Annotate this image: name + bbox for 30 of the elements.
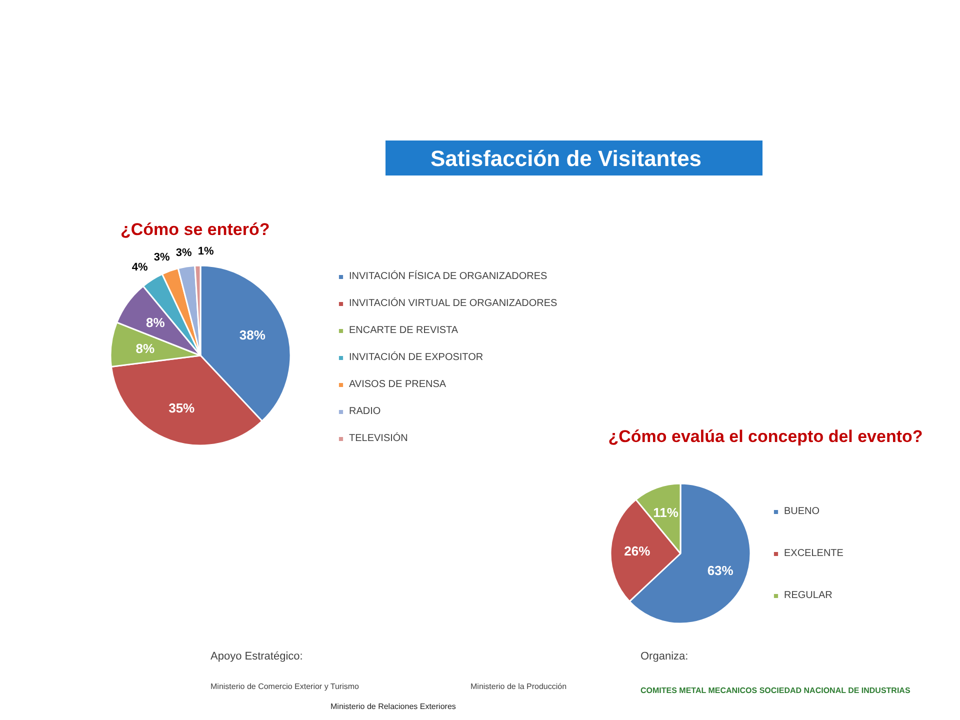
text: Satisfacción de Visitantes (430, 146, 702, 171)
chart-title: ¿Cómo evalúa el concepto del evento? (608, 427, 923, 446)
legend-label: INVITACIÓN VIRTUAL DE ORGANIZADORES (349, 298, 558, 309)
data-label: 4% (132, 262, 148, 274)
legend-label: BUENO (784, 506, 820, 517)
text: Apoyo Estratégico: (210, 650, 303, 662)
legend-label: ENCARTE DE REVISTA (349, 325, 458, 336)
data-label: 8% (146, 315, 166, 330)
text: Ministerio de Comercio Exterior y Turismo (210, 682, 360, 691)
data-label: 1% (198, 246, 214, 258)
data-label: 63% (707, 563, 734, 578)
data-label: 3% (176, 246, 192, 259)
text: COMITES METAL MECANICOS SOCIEDAD NACIONAL DE INDUSTRIAS (640, 686, 911, 695)
legend-label: AVISOS DE PRENSA (349, 379, 446, 390)
data-label: 35% (168, 400, 196, 416)
legend-label: INVITACIÓN DE EXPOSITOR (349, 352, 484, 363)
legend-label: RADIO (349, 406, 381, 417)
legend-label: REGULAR (784, 590, 832, 601)
legend-label: EXCELENTE (784, 548, 844, 559)
legend-label: INVITACIÓN FÍSICA DE ORGANIZADORES (349, 271, 548, 282)
data-label: 26% (624, 543, 651, 558)
legend-label: TELEVISIÓN (349, 433, 408, 444)
text: Organiza: (640, 650, 688, 662)
text: Ministerio de Relaciones Exteriores (330, 702, 456, 711)
chart-title: ¿Cómo se enteró? (120, 220, 270, 239)
data-label: 11% (653, 505, 679, 520)
text: Ministerio de la Producción (470, 682, 567, 691)
data-label: 3% (154, 252, 170, 264)
data-label: 8% (136, 341, 155, 356)
data-label: 38% (239, 327, 266, 342)
